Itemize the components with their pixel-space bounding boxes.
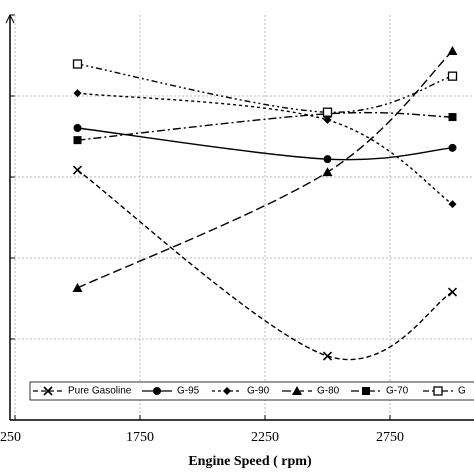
- point: [72, 282, 83, 292]
- legend-marker: [433, 386, 443, 396]
- x-tick-label: 1750: [126, 430, 154, 445]
- legend-label: G-90: [247, 386, 270, 397]
- x-tick-label: 2750: [376, 430, 404, 445]
- legend-label: G-80: [317, 386, 340, 397]
- point: [448, 200, 457, 209]
- point: [72, 59, 83, 69]
- series-line: [77, 111, 453, 141]
- point: [323, 115, 332, 124]
- point: [73, 136, 82, 145]
- legend-label: G-95: [177, 386, 200, 397]
- series-line: [77, 92, 453, 205]
- point: [322, 351, 333, 361]
- point: [447, 46, 458, 56]
- series-line: [77, 169, 453, 361]
- y-axis-arrow: [5, 13, 15, 24]
- legend-marker: [223, 387, 231, 395]
- legend-label: G: [458, 386, 466, 397]
- series-line: [77, 63, 453, 113]
- legend-marker: [43, 386, 53, 396]
- point: [448, 113, 457, 122]
- point: [72, 165, 83, 175]
- point: [323, 155, 332, 164]
- legend-box: [29, 381, 474, 401]
- x-tick-label: 250: [0, 430, 21, 445]
- point: [447, 287, 458, 297]
- legend-label: G-70: [386, 386, 409, 397]
- point: [447, 71, 458, 81]
- series-line: [77, 127, 453, 161]
- legend-marker: [362, 387, 370, 395]
- point: [73, 123, 82, 132]
- legend-label: Pure Gasoline: [68, 386, 132, 397]
- point: [322, 107, 333, 117]
- point: [73, 89, 82, 98]
- series-line: [77, 50, 453, 289]
- legend-marker: [153, 387, 161, 395]
- x-axis-title: Engine Speed ( rpm): [188, 454, 312, 469]
- x-tick-label: 2250: [251, 430, 279, 445]
- point: [448, 143, 457, 152]
- legend-marker: [292, 386, 302, 395]
- point: [322, 167, 333, 177]
